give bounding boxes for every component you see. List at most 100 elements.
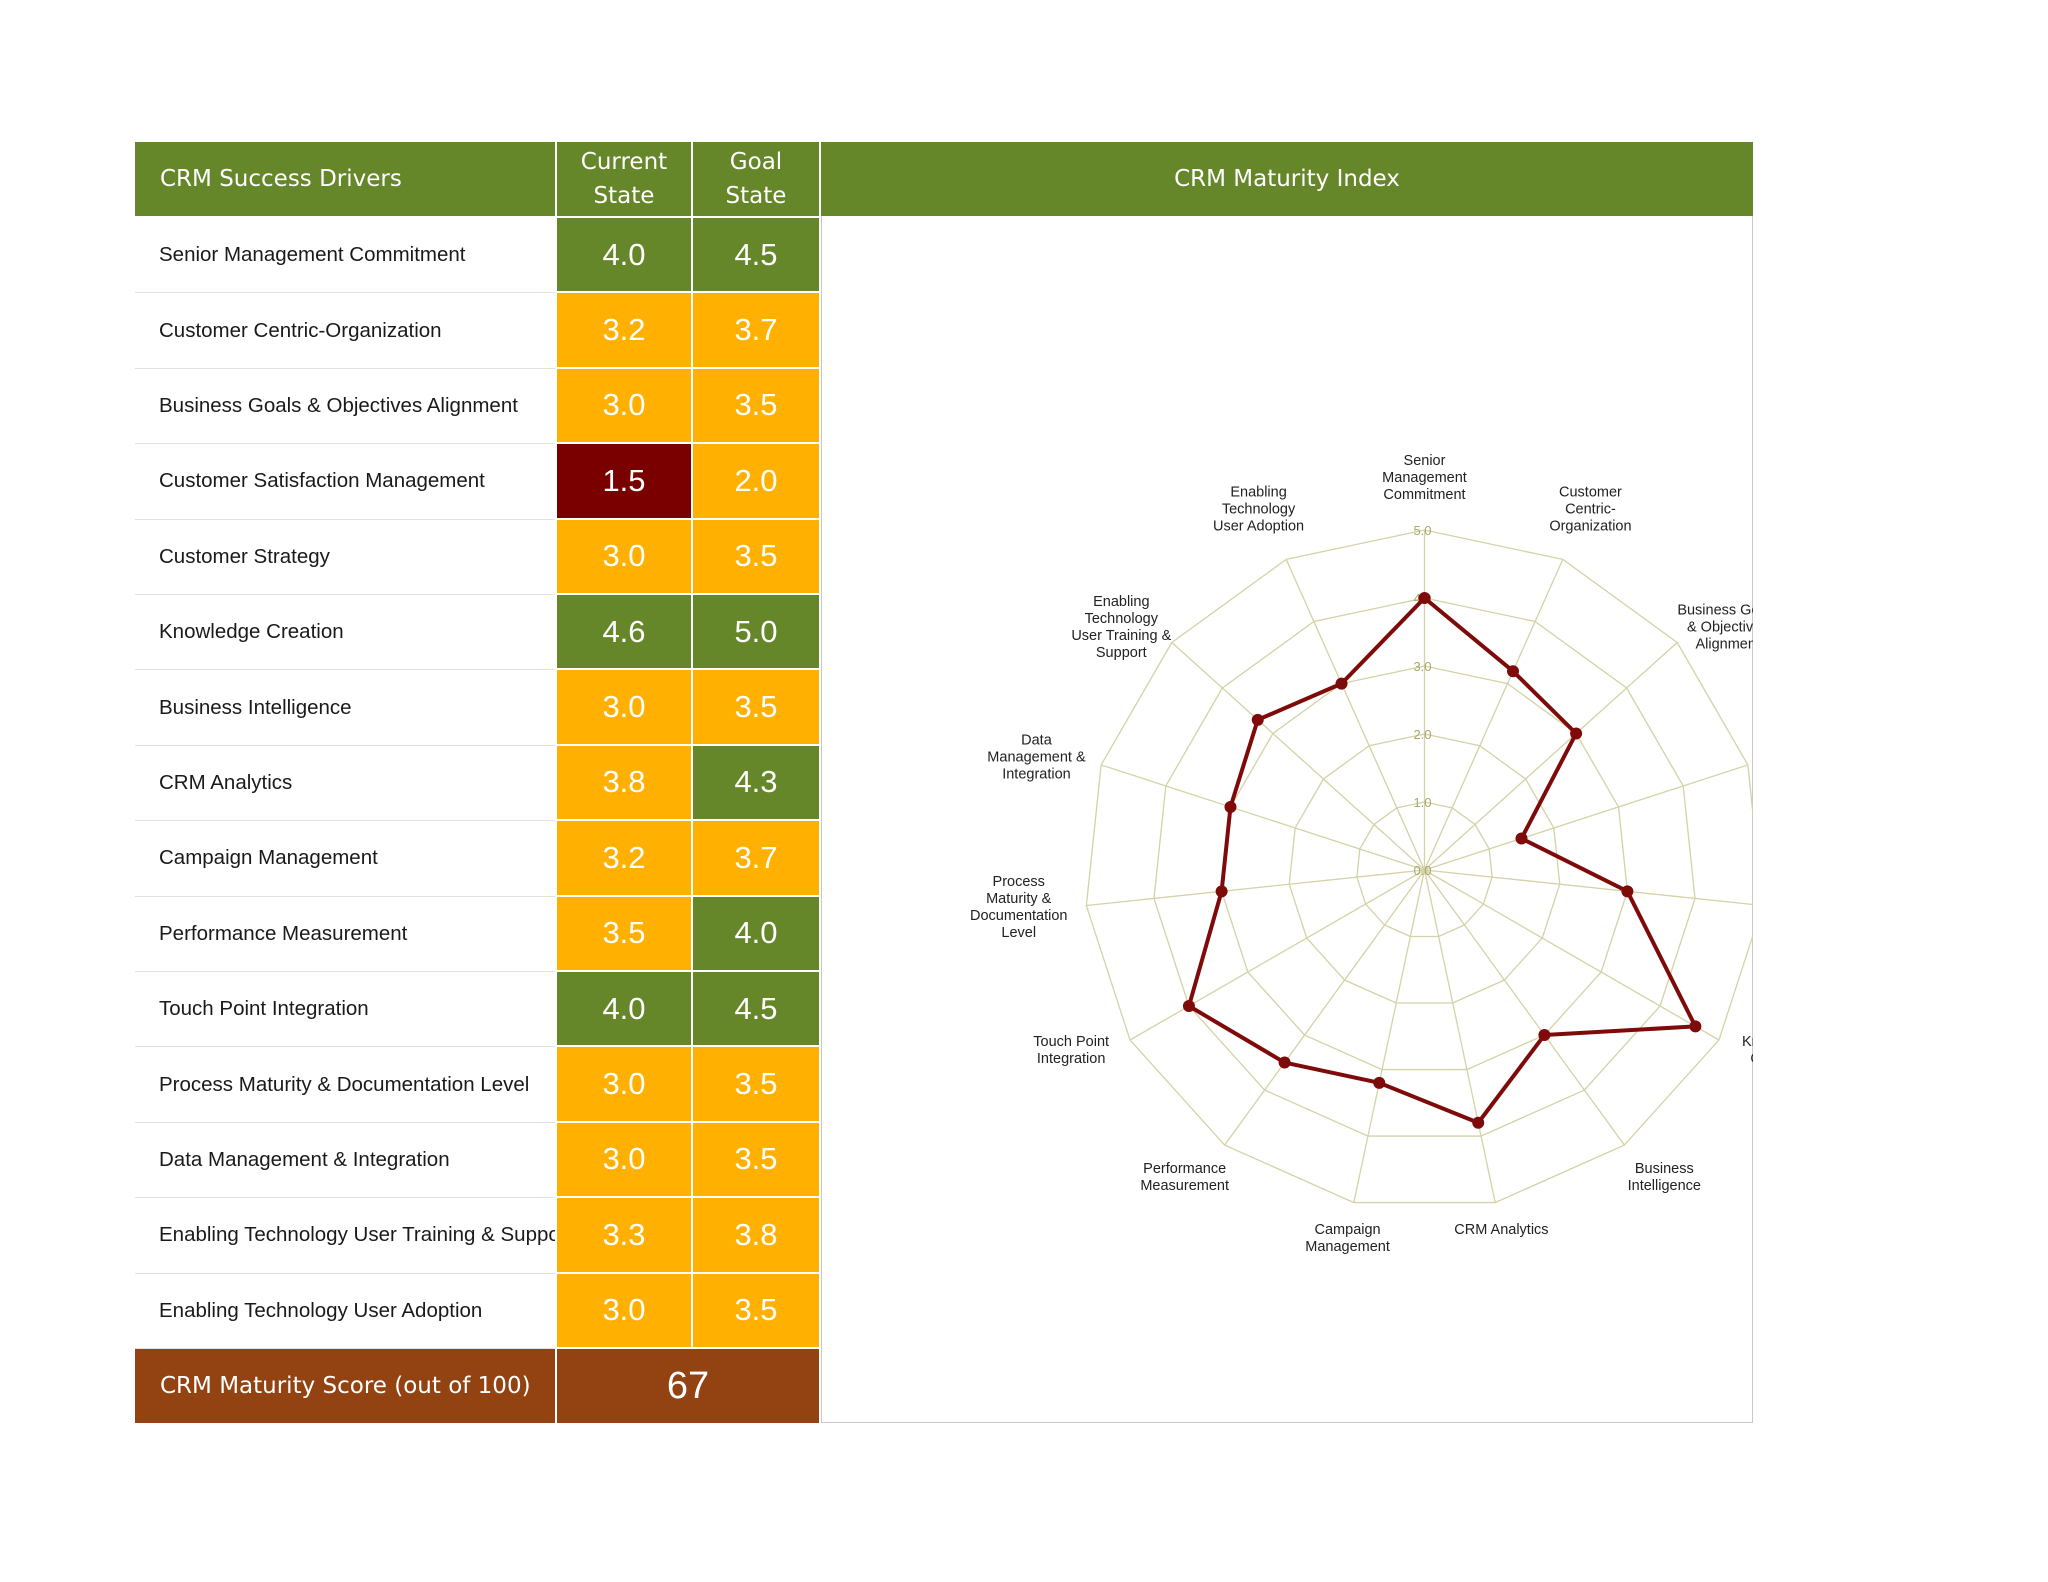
grid-spoke	[1285, 559, 1426, 871]
current-state-value: 3.8	[557, 745, 691, 822]
goal-state-value: 2.0	[693, 444, 819, 520]
category-label-line: Management	[1382, 470, 1467, 486]
driver-label: Touch Point Integration	[135, 972, 555, 1048]
current-state-value: 3.0	[557, 1122, 691, 1199]
data-point	[1215, 885, 1228, 898]
data-point	[1373, 1076, 1386, 1089]
score-label: CRM Maturity Score (out of 100)	[135, 1349, 555, 1423]
data-point	[1507, 665, 1520, 678]
header-index-label: CRM Maturity Index	[1174, 166, 1400, 192]
category-label-line: Support	[1096, 645, 1147, 661]
table-row: Business Intelligence 3.0 3.5	[135, 670, 821, 746]
radial-tick-label: 2.0	[1413, 727, 1431, 742]
goal-state-value: 4.5	[693, 218, 819, 294]
table-row: Touch Point Integration 4.0 4.5	[135, 972, 821, 1048]
goal-state-value: 4.0	[693, 896, 819, 972]
grid-ring	[1356, 801, 1493, 938]
data-point	[1224, 800, 1237, 813]
goal-state-value: 3.8	[693, 1198, 819, 1274]
driver-label: Senior Management Commitment	[135, 218, 555, 294]
table-row: Enabling Technology User Adoption 3.0 3.5	[135, 1273, 821, 1349]
category-label-line: & Objectives	[1687, 619, 1753, 635]
grid-spoke	[1423, 559, 1564, 871]
goal-state-value: 3.5	[693, 519, 819, 595]
header-drivers-label: CRM Success Drivers	[160, 166, 402, 192]
table-row: Data Management & Integration 3.0 3.5	[135, 1122, 821, 1199]
category-label-line: Process	[993, 874, 1045, 890]
current-state-value: 4.6	[557, 595, 691, 671]
goal-state-value: 3.5	[693, 1047, 819, 1123]
data-point	[1538, 1029, 1551, 1042]
current-state-value: 3.0	[557, 519, 691, 595]
table-row: Campaign Management 3.2 3.7	[135, 821, 821, 897]
grid-spoke	[1423, 869, 1625, 1146]
category-label-line: Business Goals	[1677, 602, 1753, 618]
data-point	[1621, 885, 1634, 898]
driver-label: Campaign Management	[135, 821, 555, 897]
category-label-line: Management	[1305, 1239, 1390, 1255]
category-label-line: Technology	[1085, 611, 1159, 627]
category-label-line: CRM Analytics	[1454, 1222, 1548, 1238]
chart-panel	[821, 216, 1753, 1423]
table-row: CRM Analytics 3.8 4.3	[135, 745, 821, 822]
category-label-line: Knowledge	[1742, 1034, 1753, 1050]
table-row: Customer Centric-Organization 3.2 3.7	[135, 293, 821, 369]
current-state-value: 3.2	[557, 821, 691, 897]
radial-tick-label: 1.0	[1413, 795, 1431, 810]
category-label-line: Technology	[1222, 501, 1296, 517]
table-row: Performance Measurement 3.5 4.0	[135, 896, 821, 972]
current-state-value: 1.5	[557, 444, 691, 520]
radial-tick-label: 5.0	[1413, 523, 1431, 538]
driver-label: Enabling Technology User Adoption	[135, 1273, 555, 1349]
grid-spoke	[1424, 869, 1720, 1041]
category-label-line: Centric-	[1565, 501, 1616, 517]
header-goal-state: Goal State	[693, 142, 819, 216]
score-value: 67	[557, 1349, 819, 1423]
header-current-label: Current State	[580, 149, 668, 209]
current-state-value: 3.5	[557, 896, 691, 972]
goal-state-value: 4.3	[693, 745, 819, 822]
category-label-line: Maturity &	[986, 891, 1052, 907]
goal-state-value: 4.5	[693, 972, 819, 1048]
grid-spoke	[1086, 869, 1425, 907]
current-state-value: 3.0	[557, 670, 691, 746]
driver-label: Business Goals & Objectives Alignment	[135, 368, 555, 445]
goal-state-value: 3.5	[693, 1122, 819, 1199]
category-label-line: Organization	[1549, 518, 1631, 534]
grid-ring	[1085, 529, 1753, 1204]
data-point	[1570, 727, 1583, 740]
data-point	[1418, 592, 1431, 604]
category-label-line: Documentation	[970, 908, 1068, 924]
driver-label: CRM Analytics	[135, 745, 555, 822]
goal-state-value: 3.5	[693, 368, 819, 445]
category-label-line: Touch Point	[1033, 1034, 1109, 1050]
grid-spoke	[1423, 869, 1496, 1203]
grid-spoke	[1424, 764, 1749, 871]
table-row: Enabling Technology User Training & Supp…	[135, 1198, 821, 1274]
driver-label: Customer Satisfaction Management	[135, 444, 555, 520]
category-label-line: Management &	[987, 750, 1086, 766]
grid-ring	[1220, 665, 1629, 1071]
score-row: CRM Maturity Score (out of 100) 67	[135, 1349, 821, 1423]
category-label-line: Intelligence	[1628, 1178, 1701, 1194]
grid-ring	[1153, 597, 1696, 1137]
category-label-line: Integration	[1037, 1051, 1106, 1067]
grid-spoke	[1171, 642, 1425, 871]
header-maturity-index: CRM Maturity Index	[821, 142, 1753, 216]
grid-spoke	[1100, 764, 1425, 871]
driver-label: Data Management & Integration	[135, 1122, 555, 1199]
category-label-line: Level	[1001, 925, 1036, 941]
radar-chart: 0.01.02.03.04.05.0SeniorManagementCommit…	[970, 453, 1753, 1255]
data-point	[1689, 1020, 1702, 1033]
driver-label: Enabling Technology User Training & Supp…	[135, 1198, 555, 1274]
table-row: Customer Strategy 3.0 3.5	[135, 519, 821, 595]
current-state-value: 3.0	[557, 1047, 691, 1123]
category-label-line: Measurement	[1140, 1178, 1229, 1194]
